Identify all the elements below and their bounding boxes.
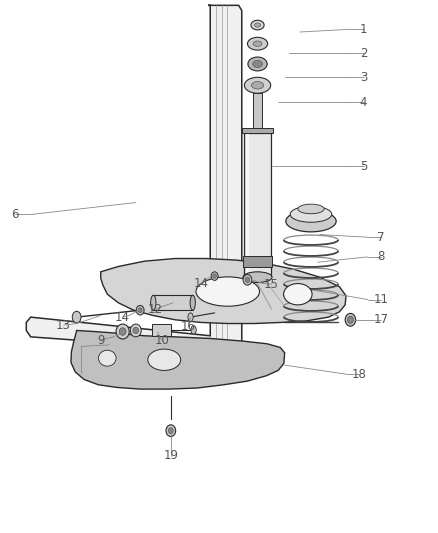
Text: 18: 18 xyxy=(352,368,367,381)
Polygon shape xyxy=(242,128,273,133)
Text: 16: 16 xyxy=(181,320,196,333)
Text: 17: 17 xyxy=(374,313,389,326)
Text: 9: 9 xyxy=(97,334,105,346)
Ellipse shape xyxy=(213,274,216,278)
Ellipse shape xyxy=(245,277,250,282)
Text: 15: 15 xyxy=(264,278,279,290)
Ellipse shape xyxy=(253,60,262,68)
Ellipse shape xyxy=(298,204,324,214)
Ellipse shape xyxy=(254,23,261,27)
Ellipse shape xyxy=(190,295,195,310)
Polygon shape xyxy=(244,133,271,277)
Ellipse shape xyxy=(253,41,262,46)
Ellipse shape xyxy=(211,272,218,280)
Polygon shape xyxy=(153,295,193,310)
Text: 10: 10 xyxy=(155,334,170,346)
Text: 14: 14 xyxy=(115,311,130,324)
Ellipse shape xyxy=(243,274,252,285)
Ellipse shape xyxy=(345,313,356,326)
Ellipse shape xyxy=(247,37,268,50)
Polygon shape xyxy=(26,5,242,352)
Ellipse shape xyxy=(284,284,312,305)
Ellipse shape xyxy=(138,308,142,312)
Polygon shape xyxy=(243,256,272,266)
Ellipse shape xyxy=(168,427,173,434)
Text: 19: 19 xyxy=(163,449,178,462)
Ellipse shape xyxy=(196,277,259,306)
Ellipse shape xyxy=(251,82,264,89)
Text: 8: 8 xyxy=(378,251,385,263)
Ellipse shape xyxy=(243,272,272,282)
Polygon shape xyxy=(152,324,171,336)
Ellipse shape xyxy=(251,20,264,30)
Text: 6: 6 xyxy=(11,208,19,221)
Polygon shape xyxy=(253,93,262,128)
Text: 12: 12 xyxy=(148,303,163,316)
Text: 11: 11 xyxy=(374,293,389,306)
Ellipse shape xyxy=(348,316,353,323)
Ellipse shape xyxy=(99,350,116,366)
Polygon shape xyxy=(246,134,249,276)
Ellipse shape xyxy=(290,206,332,222)
Ellipse shape xyxy=(191,326,196,334)
Ellipse shape xyxy=(148,349,180,370)
Ellipse shape xyxy=(138,307,142,313)
Text: 3: 3 xyxy=(360,71,367,84)
Ellipse shape xyxy=(188,313,193,321)
Ellipse shape xyxy=(119,328,126,335)
Ellipse shape xyxy=(166,425,176,437)
Ellipse shape xyxy=(116,324,129,339)
Text: 1: 1 xyxy=(360,23,367,36)
Ellipse shape xyxy=(286,211,336,232)
Ellipse shape xyxy=(244,77,271,93)
Ellipse shape xyxy=(248,57,267,71)
Polygon shape xyxy=(71,330,285,389)
Ellipse shape xyxy=(133,327,139,334)
Ellipse shape xyxy=(151,295,156,310)
Text: 4: 4 xyxy=(360,96,367,109)
Text: 13: 13 xyxy=(56,319,71,332)
Text: 14: 14 xyxy=(194,277,209,290)
Text: 5: 5 xyxy=(360,160,367,173)
Text: 7: 7 xyxy=(377,231,385,244)
Ellipse shape xyxy=(136,305,144,315)
Polygon shape xyxy=(101,259,346,324)
Ellipse shape xyxy=(131,324,141,337)
Text: 2: 2 xyxy=(360,47,367,60)
Ellipse shape xyxy=(72,311,81,323)
